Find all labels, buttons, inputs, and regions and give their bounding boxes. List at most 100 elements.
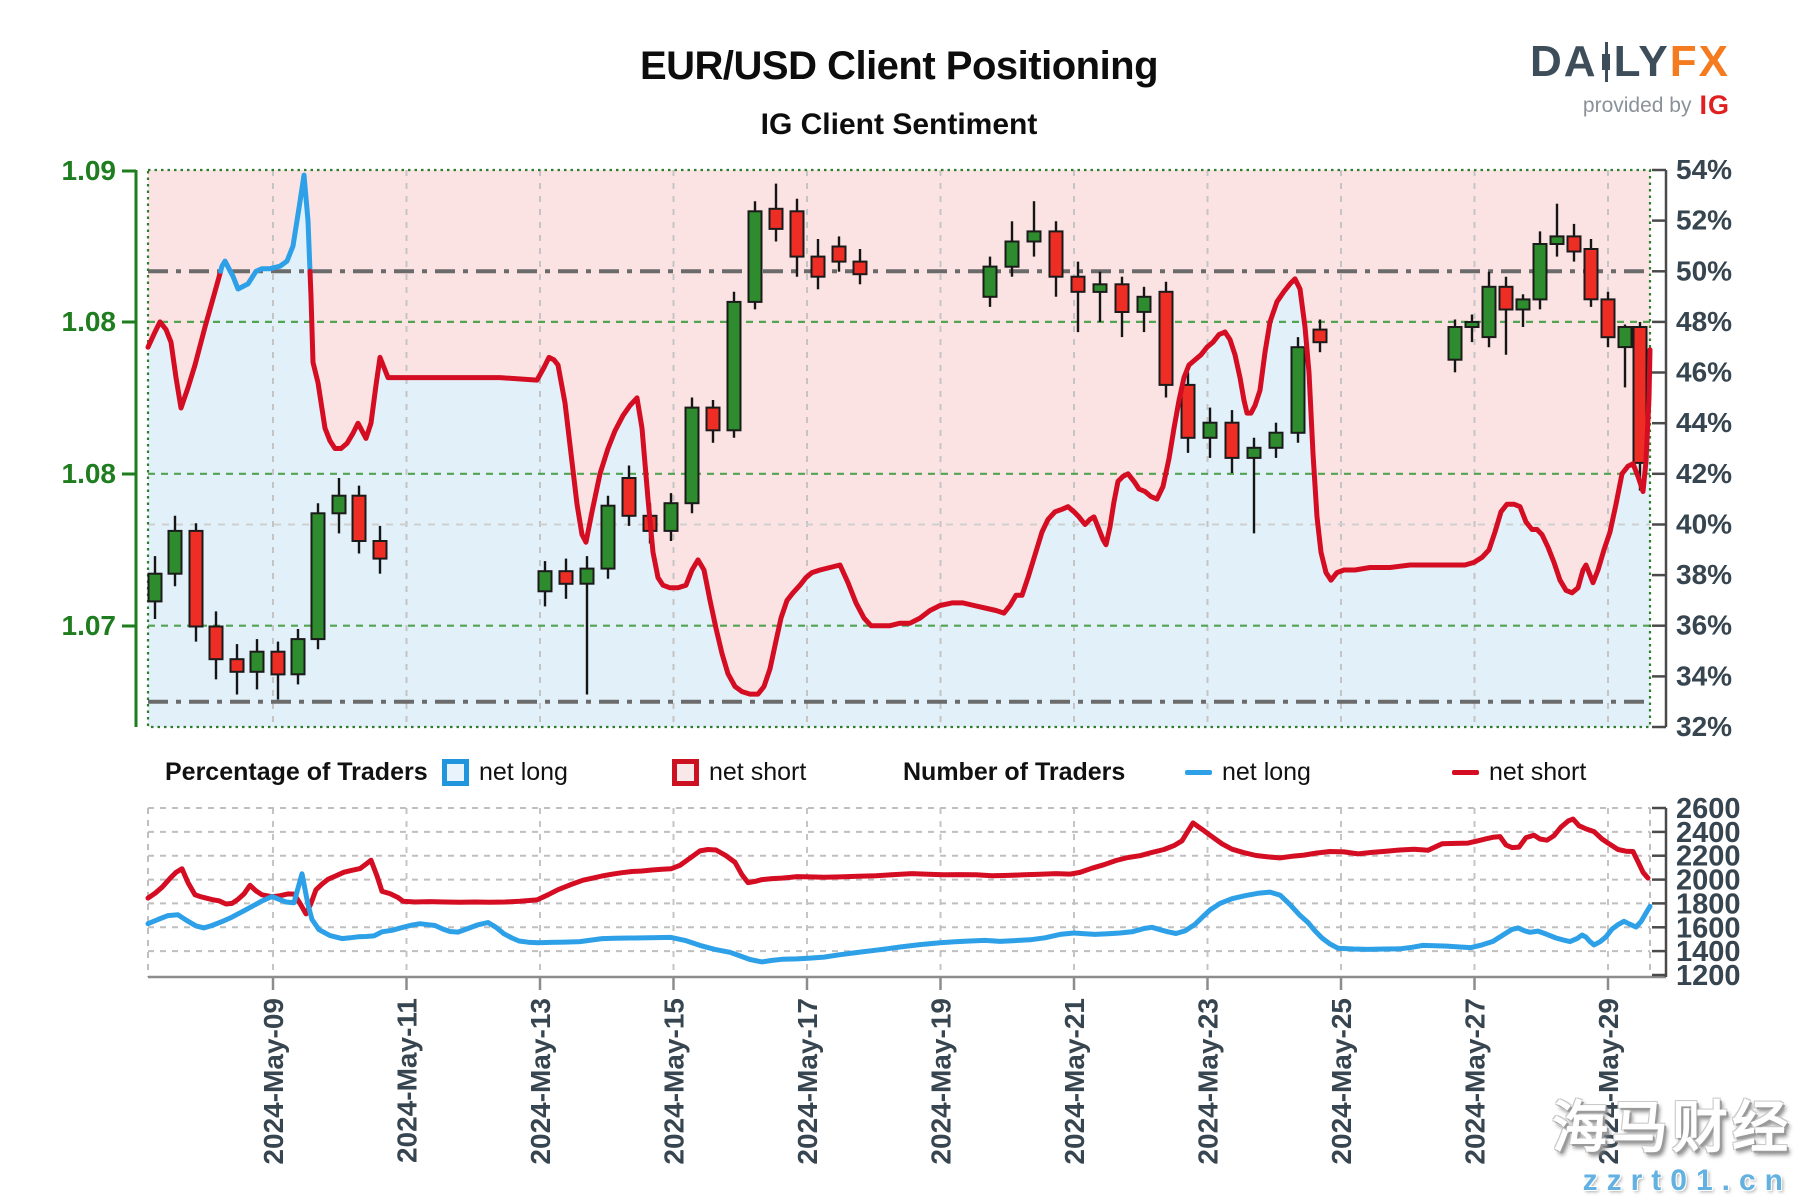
- date-label: 2024-May-29: [1593, 998, 1624, 1165]
- candle-down: [1180, 383, 1196, 439]
- candle-down: [1498, 285, 1514, 311]
- date-label: 2024-May-21: [1059, 998, 1090, 1165]
- pct-axis-label: 54%: [1676, 154, 1732, 185]
- date-label: 2024-May-15: [659, 998, 690, 1165]
- dailyfx-wordmark: DA LY FX: [1530, 40, 1730, 84]
- candle-up: [579, 567, 595, 585]
- candle-up: [249, 650, 265, 673]
- net-short-swatch-icon: [672, 759, 699, 786]
- legend-pct-net-long: net long: [442, 758, 568, 787]
- candle-down: [558, 570, 574, 585]
- candle-up: [167, 529, 183, 575]
- candle-up: [1549, 235, 1565, 245]
- candle-up: [1515, 298, 1531, 311]
- candle-down: [1114, 283, 1130, 313]
- logo-da: DA: [1530, 37, 1598, 86]
- date-label: 2024-May-17: [792, 998, 823, 1165]
- candlesticks: [147, 183, 1648, 700]
- plot-border: [146, 168, 1652, 729]
- candle-down: [372, 540, 388, 560]
- date-label: 2024-May-13: [525, 998, 556, 1165]
- pct-axis-label: 34%: [1676, 660, 1732, 691]
- candle-down: [270, 650, 286, 676]
- candle-up: [1447, 326, 1463, 361]
- pct-axis-label: 52%: [1676, 205, 1732, 236]
- net-long-pct-line: [227, 172, 313, 292]
- candle-up: [1004, 240, 1020, 268]
- legend-num-net-long: net long: [1185, 758, 1311, 787]
- candle-down: [351, 494, 367, 543]
- candle-down: [621, 477, 637, 517]
- pct-axis-label: 50%: [1676, 255, 1732, 286]
- pct-axis-label: 48%: [1676, 306, 1732, 337]
- price-axis-label: 1.08: [62, 458, 117, 489]
- net-long-swatch-icon: [442, 759, 469, 786]
- candle-down: [1224, 421, 1240, 459]
- net-long-line-icon: [1185, 770, 1212, 775]
- candle-down: [1158, 290, 1174, 386]
- candle-down: [1070, 275, 1086, 293]
- legend-pct-net-short: net short: [672, 758, 806, 787]
- candle-down: [831, 245, 847, 263]
- candle-up: [1202, 421, 1218, 439]
- legend-number-caption: Number of Traders: [903, 758, 1126, 786]
- pct-axis-label: 46%: [1676, 357, 1732, 388]
- price-axis-label: 1.07: [62, 610, 117, 641]
- candle-up: [1532, 243, 1548, 301]
- candlestick-icon: [1601, 42, 1610, 82]
- candle-up: [684, 406, 700, 505]
- candle-up: [600, 504, 616, 570]
- candle-up: [982, 265, 998, 298]
- count-axis-label: 1800: [1676, 888, 1741, 920]
- candle-up: [537, 570, 553, 593]
- count-axis-label: 2000: [1676, 865, 1741, 897]
- candle-down: [1312, 328, 1328, 344]
- candle-up: [1481, 285, 1497, 339]
- candle-down: [1583, 248, 1599, 301]
- net-short-shaded-area: [148, 170, 1650, 695]
- candle-up: [1290, 346, 1306, 434]
- candle-down: [229, 658, 245, 673]
- pct-axis-label: 42%: [1676, 458, 1732, 489]
- candle-up: [747, 210, 763, 303]
- pct-axis-label: 36%: [1676, 610, 1732, 641]
- candle-up: [726, 300, 742, 432]
- price-axis-label: 1.09: [62, 155, 117, 186]
- candle-up: [310, 512, 326, 641]
- date-label: 2024-May-27: [1460, 998, 1491, 1165]
- candle-up: [1092, 283, 1108, 293]
- page-title: EUR/USD Client Positioning: [639, 44, 1159, 88]
- date-label: 2024-May-09: [258, 998, 289, 1165]
- pct-axis-label: 44%: [1676, 407, 1732, 438]
- candle-down: [789, 210, 805, 258]
- date-label: 2024-May-25: [1326, 998, 1357, 1165]
- date-label: 2024-May-23: [1193, 998, 1224, 1165]
- candle-up: [331, 494, 347, 515]
- count-axis-label: 2400: [1676, 817, 1741, 849]
- candle-up: [1026, 230, 1042, 243]
- net-short-pct-line: [307, 268, 1653, 697]
- date-label: 2024-May-19: [926, 998, 957, 1165]
- chart-subtitle: IG Client Sentiment: [760, 108, 1038, 141]
- count-axis-label: 1400: [1676, 936, 1741, 968]
- candle-up: [290, 638, 306, 676]
- candle-up: [1268, 431, 1284, 449]
- provided-by-label: provided by: [1582, 93, 1692, 117]
- candle-down: [852, 260, 868, 276]
- candle-up: [1136, 295, 1152, 313]
- candle-down: [188, 529, 204, 628]
- pct-axis-label: 32%: [1676, 711, 1732, 742]
- legend-percentage-caption: Percentage of Traders: [165, 758, 428, 786]
- pct-axis-label: 40%: [1676, 509, 1732, 540]
- net-short-line-icon: [1452, 770, 1479, 775]
- logo-fx: FX: [1669, 37, 1730, 86]
- candle-down: [208, 625, 224, 661]
- net-long-count-line: [145, 871, 1653, 965]
- candle-down: [1566, 235, 1582, 253]
- candle-up: [1617, 326, 1633, 349]
- candle-down: [768, 207, 784, 230]
- provided-by: provided by IG: [1530, 90, 1730, 121]
- net-short-count-line: [145, 816, 1651, 917]
